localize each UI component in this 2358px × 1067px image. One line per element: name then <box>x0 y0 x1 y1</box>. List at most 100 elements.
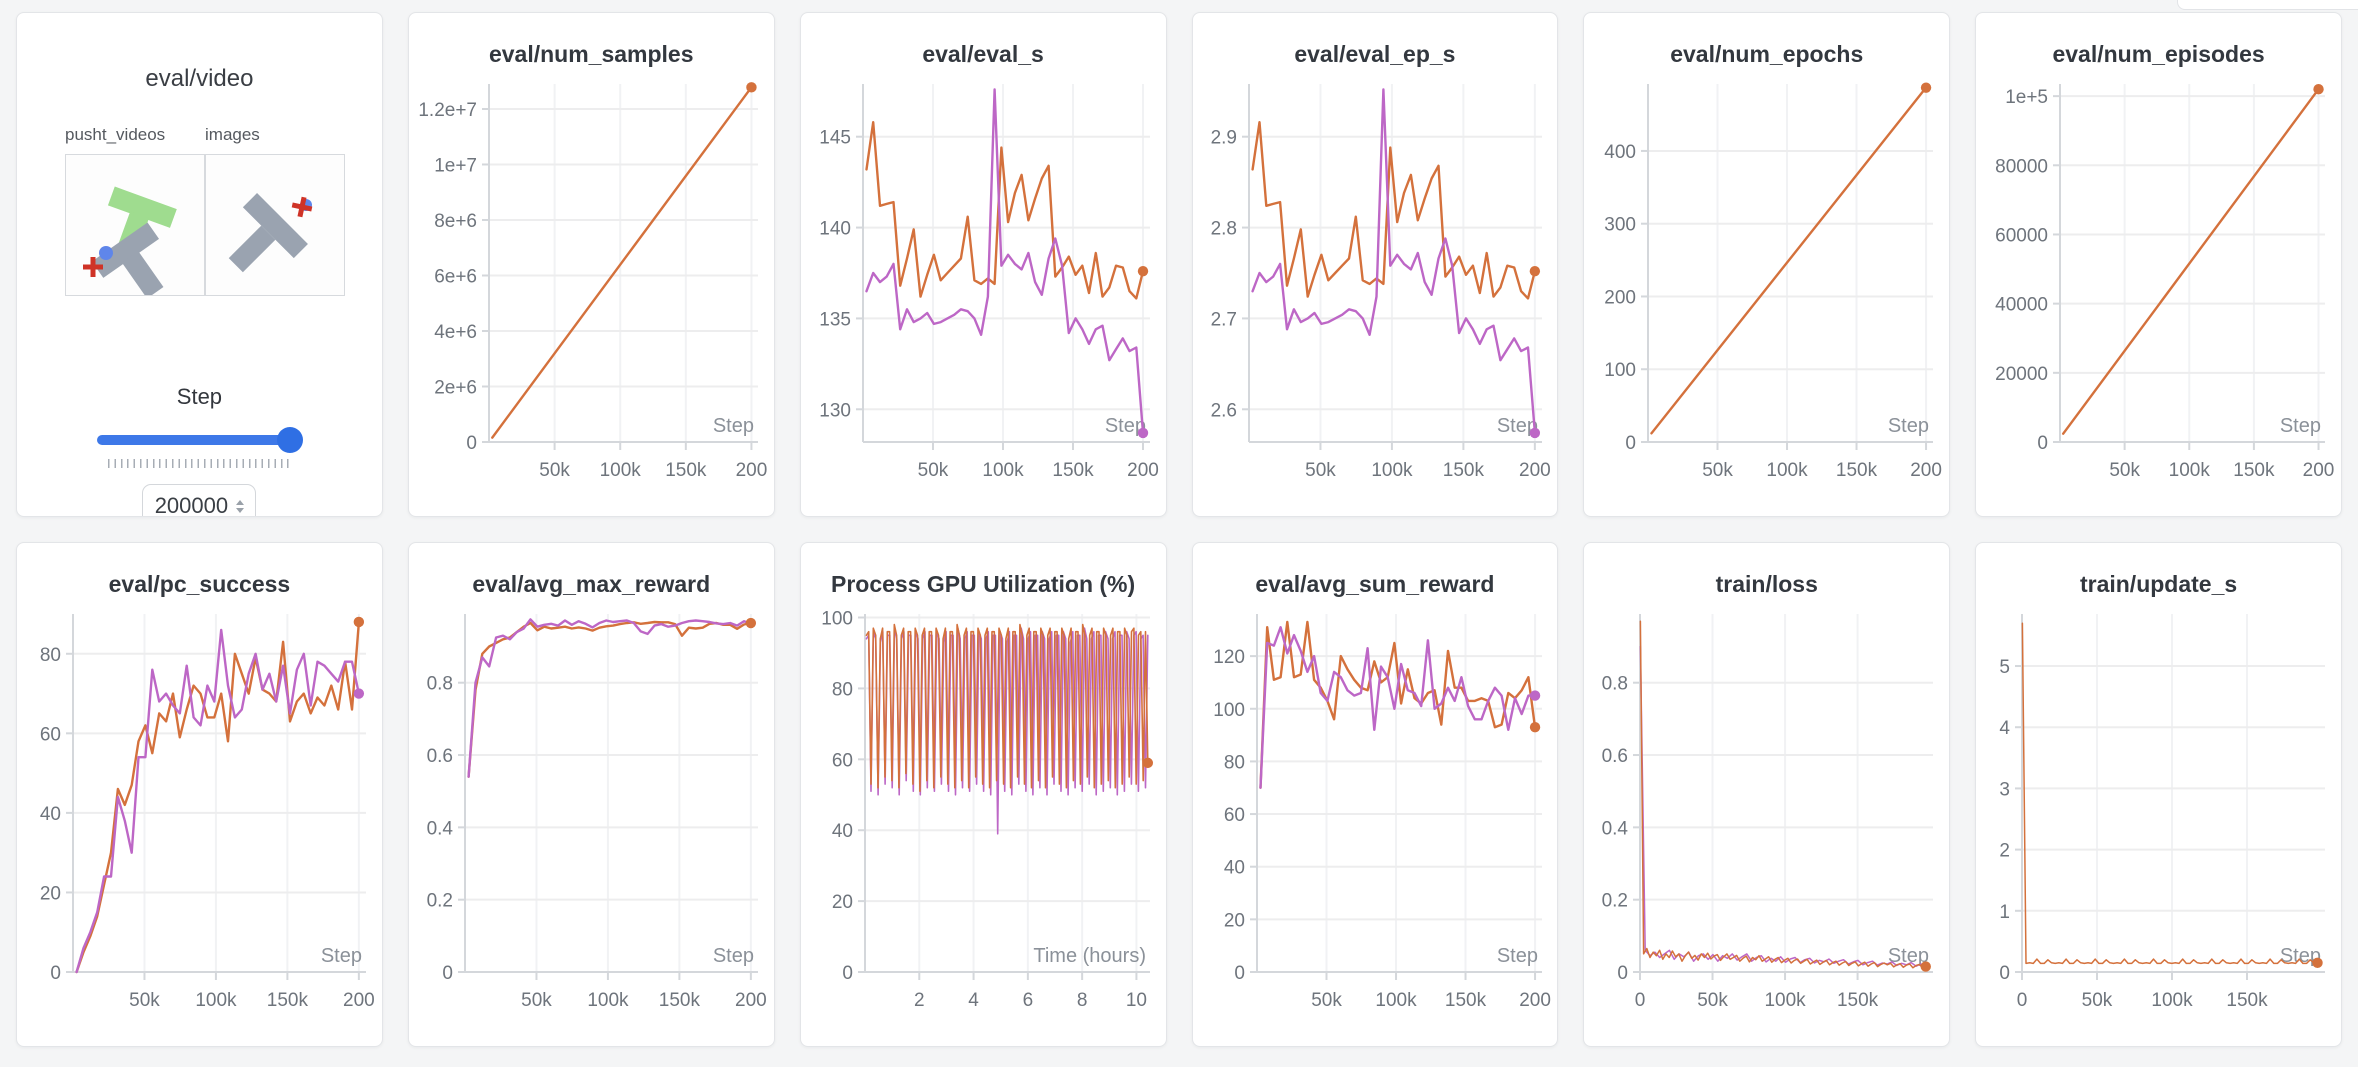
svg-text:100k: 100k <box>599 460 641 481</box>
step-slider-track[interactable] <box>96 435 302 445</box>
svg-text:4: 4 <box>968 990 979 1011</box>
svg-text:0: 0 <box>1618 963 1629 984</box>
svg-text:200: 200 <box>1519 990 1551 1011</box>
chart-plot[interactable]: 0 20000 40000 60000 80000 1e+5 50k 100k 150k 200 S… <box>1976 72 2339 498</box>
chart-plot[interactable]: 2.6 2.7 2.8 2.9 50k 100k 150k 200 Step <box>1193 72 1556 498</box>
svg-text:150k: 150k <box>1444 990 1486 1011</box>
svg-text:150k: 150k <box>267 990 309 1011</box>
svg-text:200: 200 <box>343 990 375 1011</box>
svg-text:100k: 100k <box>1767 460 1809 481</box>
svg-text:4: 4 <box>2000 718 2011 739</box>
svg-text:0.6: 0.6 <box>1602 746 1628 767</box>
spinner-down-icon[interactable] <box>236 507 245 513</box>
step-slider-thumb[interactable] <box>276 427 303 453</box>
svg-text:50k: 50k <box>1305 460 1336 481</box>
svg-text:Step: Step <box>2280 945 2321 967</box>
chart-plot[interactable]: 0 0.2 0.4 0.6 0.8 0 50k 100k 150k Step <box>1584 602 1947 1028</box>
goal-cross <box>83 257 103 277</box>
chart-plot[interactable]: 0 20 40 60 80 50k 100k 150k 200 Step <box>17 602 380 1028</box>
svg-text:150k: 150k <box>1052 460 1094 481</box>
svg-text:Step: Step <box>713 945 754 967</box>
panel-eval-num-samples: eval/num_samples 0 2e+6 4e+6 6e+6 8e+6 1e+7 1.… <box>407 12 775 517</box>
pusht-video-thumbnail[interactable] <box>65 154 205 299</box>
media-thumbnails: pusht_videos <box>17 125 382 299</box>
svg-text:50k: 50k <box>2109 460 2140 481</box>
chart-plot[interactable]: 0 2e+6 4e+6 6e+6 8e+6 1e+7 1.2e+7 50k 100k 150k 20… <box>409 72 772 498</box>
svg-text:50k: 50k <box>2082 990 2113 1011</box>
svg-text:2.8: 2.8 <box>1210 219 1236 240</box>
svg-text:200: 200 <box>1911 460 1943 481</box>
svg-text:80: 80 <box>40 645 61 666</box>
svg-text:100: 100 <box>821 609 853 630</box>
panel-title: eval/video <box>145 65 254 92</box>
svg-text:60000: 60000 <box>1995 225 2048 246</box>
agent-dot <box>99 246 113 260</box>
svg-text:50k: 50k <box>917 460 948 481</box>
svg-text:4e+6: 4e+6 <box>434 322 477 343</box>
svg-text:60: 60 <box>1223 805 1244 826</box>
images-thumbnail[interactable] <box>205 154 345 296</box>
chart-plot[interactable]: 0 0.2 0.4 0.6 0.8 50k 100k 150k 200 Step <box>409 602 772 1028</box>
svg-text:100: 100 <box>1213 700 1245 721</box>
panel-eval-pc-success: eval/pc_success 0 20 40 60 80 50k 100k 150k 200 S… <box>16 542 383 1047</box>
offscreen-panel-edge <box>2177 0 2358 10</box>
svg-text:10: 10 <box>1126 990 1147 1011</box>
pusht-scene-image <box>83 186 177 299</box>
media-thumb-label: images <box>205 125 260 144</box>
svg-text:40000: 40000 <box>1995 295 2048 316</box>
svg-text:130: 130 <box>819 400 851 421</box>
svg-text:200: 200 <box>735 460 767 481</box>
step-slider-ticks <box>108 459 291 468</box>
svg-text:0: 0 <box>2000 963 2011 984</box>
svg-text:150k: 150k <box>2227 990 2269 1011</box>
spinner-up-icon[interactable] <box>236 499 245 505</box>
chart-plot[interactable]: 130 135 140 145 50k 100k 150k 200 Step <box>801 72 1164 498</box>
media-thumb-pusht-videos: pusht_videos <box>65 125 205 299</box>
svg-text:200: 200 <box>1605 287 1637 308</box>
svg-text:0: 0 <box>50 963 61 984</box>
svg-text:80000: 80000 <box>1995 156 2048 177</box>
step-slider[interactable] <box>96 426 303 454</box>
svg-text:20: 20 <box>832 892 853 913</box>
svg-text:0.4: 0.4 <box>426 818 453 839</box>
panel-title: train/update_s <box>2079 571 2238 597</box>
svg-text:150k: 150k <box>1836 460 1878 481</box>
panel-train-loss: train/loss 0 0.2 0.4 0.6 0.8 0 50k 100k 150k Step <box>1583 542 1951 1047</box>
svg-text:Step: Step <box>1888 415 1929 437</box>
svg-text:1e+7: 1e+7 <box>434 155 477 176</box>
panel-eval-num-episodes: eval/num_episodes 0 20000 40000 60000 80000 1… <box>1975 12 2342 517</box>
svg-text:50k: 50k <box>1703 460 1734 481</box>
svg-text:Time (hours): Time (hours) <box>1033 945 1146 967</box>
svg-text:150k: 150k <box>1442 460 1484 481</box>
panel-eval-eval-ep-s: eval/eval_ep_s 2.6 2.7 2.8 2.9 50k 100k 150k 20… <box>1191 12 1559 517</box>
svg-text:0.4: 0.4 <box>1602 818 1629 839</box>
svg-text:100k: 100k <box>1375 990 1417 1011</box>
chart-plot[interactable]: 0 1 2 3 4 5 0 50k 100k 150k Step <box>1976 602 2339 1028</box>
panel-train-update-s: train/update_s 0 1 2 3 4 5 0 50k 100k 150k Step <box>1975 542 2342 1047</box>
step-spinner[interactable] <box>236 499 245 513</box>
svg-text:50k: 50k <box>129 990 160 1011</box>
chart-plot[interactable]: 0 20 40 60 80 100 2 4 6 8 10 Time (hours) <box>801 602 1164 1028</box>
svg-text:2.6: 2.6 <box>1210 400 1236 421</box>
panel-eval-eval-s: eval/eval_s 130 135 140 145 50k 100k 150k 200 St… <box>799 12 1167 517</box>
svg-text:20: 20 <box>40 883 61 904</box>
panel-process-gpu-utilization: Process GPU Utilization (%) 0 20 40 60 80 100… <box>799 542 1167 1047</box>
panel-title: eval/pc_success <box>108 571 291 597</box>
chart-plot[interactable]: 0 100 200 300 400 50k 100k 150k 200 Step <box>1584 72 1947 498</box>
svg-text:0.8: 0.8 <box>1602 674 1628 695</box>
svg-text:Step: Step <box>1496 945 1537 967</box>
pusht-scene-image <box>228 193 313 273</box>
svg-text:6: 6 <box>1022 990 1033 1011</box>
panel-title: eval/num_samples <box>488 41 694 67</box>
panel-eval-avg-sum-reward: eval/avg_sum_reward 0 20 40 60 80 100 120 50k 10… <box>1191 542 1559 1047</box>
svg-text:150k: 150k <box>659 990 701 1011</box>
svg-text:100: 100 <box>1605 360 1637 381</box>
svg-text:8e+6: 8e+6 <box>434 211 477 232</box>
svg-text:120: 120 <box>1213 647 1245 668</box>
panel-title: eval/num_epochs <box>1670 41 1864 67</box>
step-value-input[interactable]: 200000 <box>142 484 257 516</box>
panel-title: eval/num_episodes <box>2052 41 2265 67</box>
panel-title: eval/eval_ep_s <box>1294 41 1456 67</box>
chart-plot[interactable]: 0 20 40 60 80 100 120 50k 100k 150k 200 Step <box>1193 602 1556 1028</box>
